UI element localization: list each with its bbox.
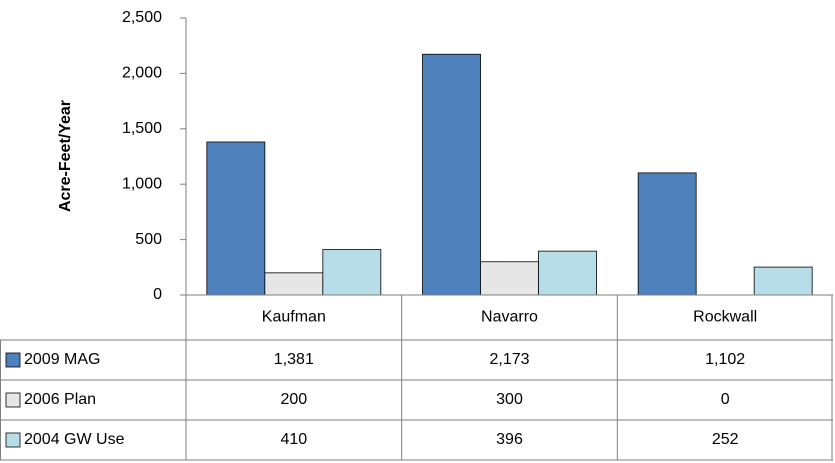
table-value: 410 — [280, 431, 307, 448]
table-value: 396 — [496, 431, 523, 448]
legend-label: 2009 MAG — [24, 351, 100, 368]
x-tick-label: Rockwall — [693, 309, 757, 326]
legend-swatch — [5, 352, 21, 368]
bar — [753, 266, 813, 296]
bar — [264, 272, 324, 296]
y-tick-label: 2,000 — [122, 65, 162, 82]
legend-swatch — [5, 432, 21, 448]
table-value: 2,173 — [489, 351, 529, 368]
table-value: 300 — [496, 391, 523, 408]
y-tick-label: 500 — [135, 231, 162, 248]
y-tick-label: 2,500 — [122, 9, 162, 26]
x-tick-label: Kaufman — [262, 309, 326, 326]
table-value: 1,102 — [705, 351, 745, 368]
bar — [637, 172, 697, 296]
y-tick-label: 1,000 — [122, 175, 162, 192]
table-value: 0 — [721, 391, 730, 408]
x-tick-label: Navarro — [481, 309, 538, 326]
y-tick-label: 0 — [153, 286, 162, 303]
bar — [422, 53, 481, 296]
bar — [206, 141, 266, 296]
bar — [480, 261, 539, 296]
y-axis-label: Acre-Feet/Year — [57, 100, 74, 212]
legend-swatch — [5, 392, 21, 408]
bar — [322, 249, 382, 296]
legend-label: 2004 GW Use — [24, 431, 125, 448]
bar — [538, 250, 597, 296]
table-value: 252 — [712, 431, 739, 448]
table-value: 200 — [280, 391, 307, 408]
legend-label: 2006 Plan — [24, 391, 96, 408]
table-value: 1,381 — [274, 351, 314, 368]
y-tick-label: 1,500 — [122, 120, 162, 137]
